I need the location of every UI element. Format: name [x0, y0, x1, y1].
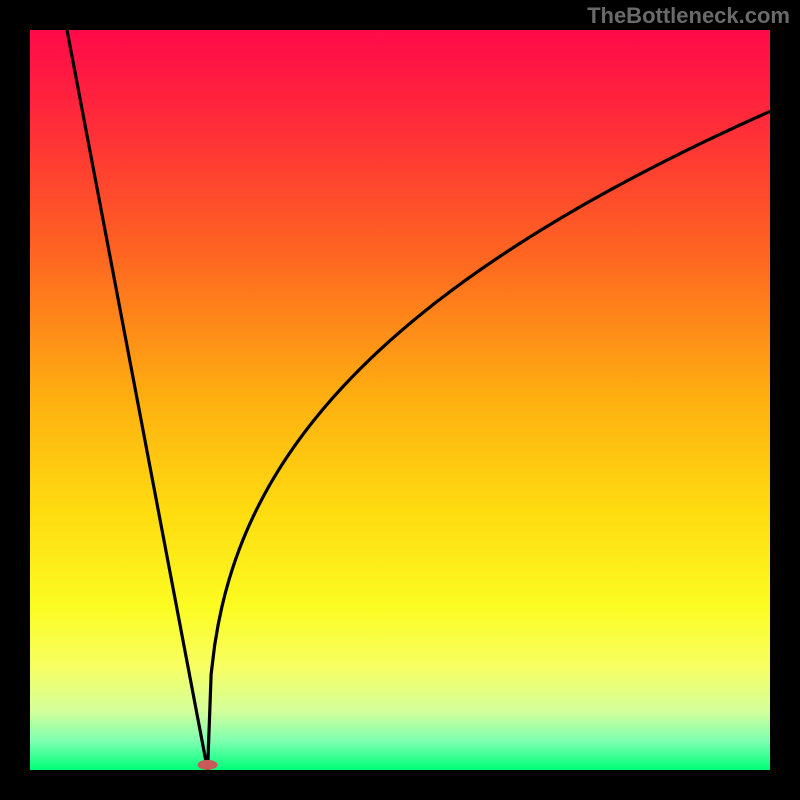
- border-bottom: [0, 770, 800, 800]
- gradient-background: [30, 30, 770, 770]
- bottleneck-chart: [0, 0, 800, 800]
- border-right: [770, 0, 800, 800]
- border-left: [0, 0, 30, 800]
- watermark-text: TheBottleneck.com: [587, 3, 790, 29]
- minimum-marker: [198, 760, 218, 770]
- chart-container: { "watermark": { "text": "TheBottleneck.…: [0, 0, 800, 800]
